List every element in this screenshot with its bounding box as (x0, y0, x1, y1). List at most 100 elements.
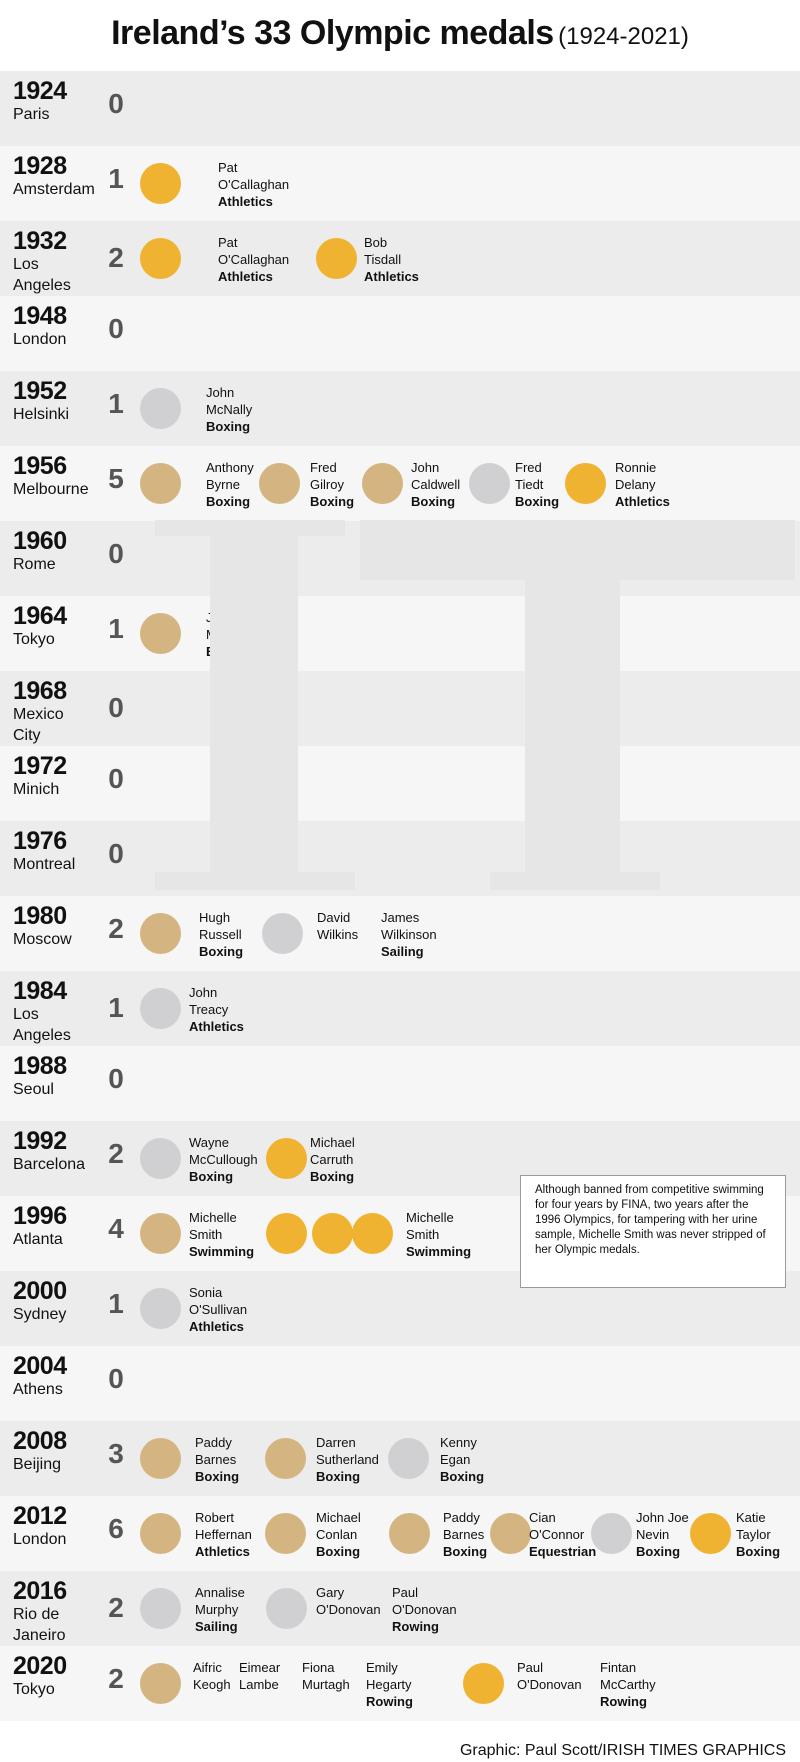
games-row-1932: 1932 Los Angeles 2 Pat O'Callaghan Athletics B… (0, 221, 800, 296)
graphic-credit: Graphic: Paul Scott/IRISH TIMES GRAPHICS (459, 1742, 786, 1759)
bronze-medal (389, 1513, 430, 1554)
games-row-2008: 2008 Beijing 3 Paddy Barnes Boxing Darren Suthe… (0, 1421, 800, 1496)
year-label: 2020 (13, 1652, 67, 1680)
athlete-label: Fiona Murtagh (302, 1659, 350, 1693)
athlete-name-line: Sutherland (316, 1452, 379, 1467)
sport-label: Athletics (195, 1544, 250, 1559)
sport-label: Boxing (310, 1169, 355, 1184)
silver-medal (140, 388, 181, 429)
athlete-name-line: Treacy (189, 1002, 229, 1017)
athlete-name-line: John (189, 985, 218, 1000)
silver-medal (591, 1513, 632, 1554)
sport-label: Rowing (600, 1694, 647, 1709)
games-row-2012: 2012 London 6 Robert Heffernan Athletics Micha… (0, 1496, 800, 1571)
city-label: Athens (13, 1381, 63, 1398)
bronze-medal (362, 463, 403, 504)
city-label: Rio de Janeiro (13, 1606, 66, 1644)
sport-label: Boxing (206, 419, 251, 434)
athlete-label: Michael Conlan Boxing (316, 1509, 361, 1560)
medal-count: 0 (108, 838, 124, 869)
medal-count: 0 (108, 88, 124, 119)
athlete-name-line: John Joe (636, 1510, 689, 1525)
athlete-name-line: Michelle (189, 1210, 237, 1225)
medal-count: 2 (108, 1138, 124, 1169)
year-label: 1948 (13, 302, 67, 330)
athlete-label: Robert Heffernan Athletics (195, 1509, 252, 1560)
silver-medal (140, 1288, 181, 1329)
sport-label: Boxing (736, 1544, 781, 1559)
athlete-name-line: Aifric (193, 1660, 222, 1675)
bronze-medal (140, 613, 181, 654)
sport-label: Boxing (443, 1544, 488, 1559)
sport-label: Equestrian (529, 1544, 597, 1559)
athlete-name-line: McCarthy (600, 1677, 656, 1692)
athlete-name-line: Paul (392, 1585, 419, 1600)
athlete-name-line: O'Donovan (517, 1677, 582, 1692)
year-label: 2016 (13, 1577, 67, 1605)
sport-label: Athletics (364, 269, 419, 284)
bronze-medal (265, 1438, 306, 1479)
sport-label: Boxing (515, 494, 560, 509)
athlete-name-line: John (206, 385, 235, 400)
year-label: 1960 (13, 527, 67, 555)
city-label: Montreal (13, 856, 76, 873)
athlete-label: John Joe Nevin Boxing (636, 1509, 689, 1560)
athlete-name-line: Heffernan (195, 1527, 252, 1542)
athlete-label: Michelle Smith Swimming (189, 1209, 254, 1260)
medal-count: 5 (108, 463, 124, 494)
medal-count: 0 (108, 313, 124, 344)
athlete-name-line: Cian (529, 1510, 556, 1525)
city-label: Tokyo (13, 1681, 55, 1698)
athlete-name-line: Michael (316, 1510, 361, 1525)
medal-count: 0 (108, 692, 124, 723)
title-main: Ireland’s 33 Olympic medals (111, 14, 554, 52)
gold-medal (140, 238, 181, 279)
athlete-label: Cian O'Connor Equestrian (529, 1509, 596, 1560)
games-row-1928: 1928 Amsterdam 1 Pat O'Callaghan Athletics (0, 146, 800, 221)
title-subtitle: (1924-2021) (558, 23, 689, 50)
city-label: Moscow (13, 931, 72, 948)
medal-count: 0 (108, 763, 124, 794)
sport-label: Boxing (440, 1469, 485, 1484)
athlete-name-line: Wayne (189, 1135, 229, 1150)
athlete-name-line: John (411, 460, 440, 475)
athlete-name-line: Bob (364, 235, 388, 250)
athlete-label: Gary O'Donovan (316, 1584, 381, 1618)
medal-count: 2 (108, 242, 124, 273)
athlete-label: Aifric Keogh (193, 1659, 231, 1693)
athlete-label: James Wilkinson Sailing (381, 909, 437, 960)
medal-count: 0 (108, 1063, 124, 1094)
athlete-name-line: Anthony (206, 460, 254, 475)
athlete-name-line: Michael (310, 1135, 355, 1150)
athlete-name-line: Ronnie (615, 460, 657, 475)
gold-medal (565, 463, 606, 504)
gold-medal (316, 238, 357, 279)
medal-count: 1 (108, 613, 124, 644)
silver-medal (262, 913, 303, 954)
games-row-2004: 2004 Athens 0 (0, 1346, 800, 1421)
athlete-name-line: O'Donovan (392, 1602, 457, 1617)
athlete-name-line: Smith (406, 1227, 440, 1242)
athlete-name-line: Barnes (443, 1527, 485, 1542)
sport-label: Boxing (199, 944, 244, 959)
athlete-name-line: Paul (517, 1660, 544, 1675)
athlete-label: Michelle Smith Swimming (406, 1209, 471, 1260)
athlete-label: Anthony Byrne Boxing (206, 459, 254, 510)
athlete-name-line: Murtagh (302, 1677, 350, 1692)
irish-times-logo-watermark (155, 520, 795, 890)
gold-medal (463, 1663, 504, 1704)
athlete-name-line: Egan (440, 1452, 471, 1467)
sport-label: Swimming (189, 1244, 255, 1259)
gold-medal (690, 1513, 731, 1554)
sport-label: Swimming (406, 1244, 472, 1259)
athlete-name-line: Pat (218, 160, 238, 175)
athlete-name-line: Lambe (239, 1677, 279, 1692)
athlete-name-line: Darren (316, 1435, 356, 1450)
year-label: 1964 (13, 602, 67, 630)
athlete-name-line: Murphy (195, 1602, 239, 1617)
athlete-label: Eimear Lambe (239, 1659, 280, 1693)
athlete-name-line: Hugh (199, 910, 231, 925)
silver-medal (140, 1588, 181, 1629)
athlete-label: John Caldwell Boxing (411, 459, 460, 510)
athlete-name-line: Gary (316, 1585, 345, 1600)
